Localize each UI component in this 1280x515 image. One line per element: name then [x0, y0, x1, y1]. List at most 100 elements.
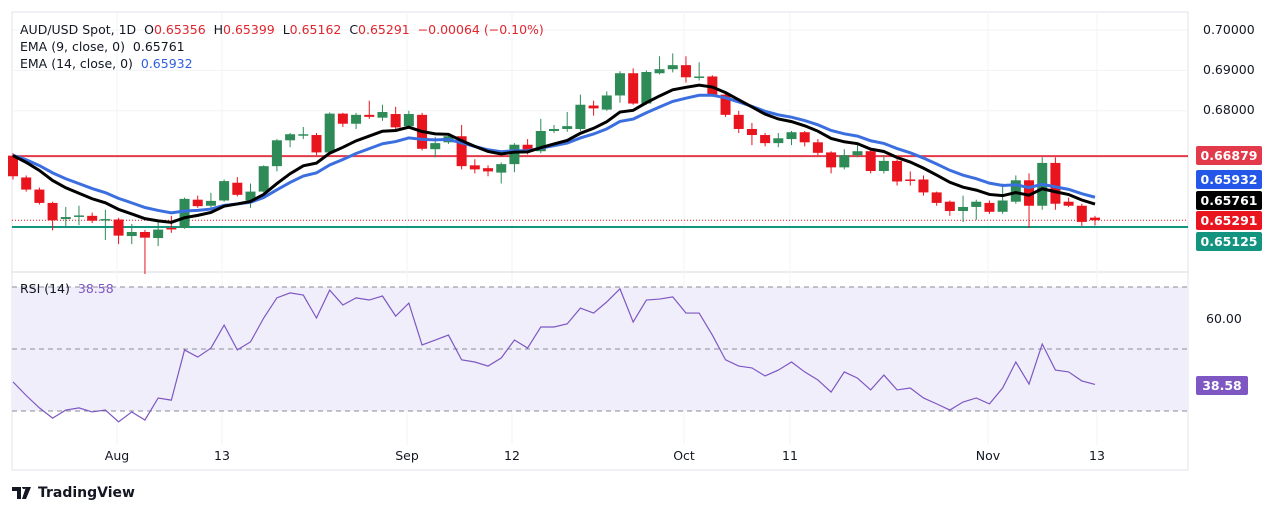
ema9-legend[interactable]: EMA (9, close, 0) 0.65761	[20, 39, 185, 54]
rsi-price-label: 38.58	[1196, 376, 1248, 395]
candle	[562, 112, 573, 132]
candle	[8, 153, 18, 180]
rsi-legend[interactable]: RSI (14) 38.58	[20, 281, 114, 296]
ema9-label: EMA (9, close, 0)	[20, 39, 125, 54]
candle-body	[87, 215, 98, 221]
candle-body	[285, 134, 296, 141]
candle-body	[1063, 201, 1074, 206]
candle-body	[337, 113, 348, 124]
candle	[271, 139, 282, 172]
candle	[812, 139, 823, 156]
y-tick: 0.68000	[1203, 102, 1255, 117]
candle	[337, 112, 348, 127]
high-label: H	[213, 22, 224, 37]
candle-body	[219, 181, 230, 201]
candle-body	[931, 192, 942, 203]
ema14-legend[interactable]: EMA (14, close, 0) 0.65932	[20, 56, 193, 71]
high-value: 0.65399	[223, 22, 275, 37]
candle-body	[839, 155, 850, 168]
candle	[34, 187, 45, 205]
candle	[377, 104, 388, 121]
candle-body	[205, 200, 216, 206]
rsi-line	[12, 287, 1096, 423]
low-value: 0.65162	[289, 22, 342, 37]
candle-body	[1050, 162, 1061, 204]
brand-name: TradingView	[38, 485, 135, 501]
candle	[799, 131, 810, 147]
candle-body	[403, 114, 414, 127]
candle	[1010, 175, 1021, 204]
candle-body	[760, 135, 771, 144]
tradingview-logo[interactable]: TradingView	[12, 485, 135, 501]
candle-body	[562, 126, 573, 129]
candle	[654, 56, 665, 75]
candle-body	[628, 73, 639, 104]
candle	[892, 159, 903, 186]
candle-body	[944, 201, 955, 211]
rsi-label: RSI (14)	[20, 281, 70, 296]
candle-body	[852, 151, 863, 156]
candle	[324, 112, 335, 154]
candle	[601, 91, 612, 111]
candle	[232, 177, 243, 197]
candle	[905, 171, 916, 186]
x-tick: Aug	[104, 448, 130, 463]
candle-body	[997, 200, 1008, 212]
candle	[667, 53, 678, 73]
candle	[575, 94, 586, 131]
candle-body	[60, 217, 71, 220]
candle	[733, 110, 744, 134]
candle	[641, 70, 652, 105]
candle	[628, 68, 639, 105]
candle-body	[958, 206, 969, 211]
candle-body	[456, 136, 467, 167]
candle-body	[8, 155, 18, 177]
candle-body	[377, 112, 388, 118]
candle-body	[588, 105, 599, 109]
candles	[8, 53, 1100, 275]
candle-body	[351, 114, 362, 124]
ema14-price-label: 0.65932	[1196, 170, 1262, 189]
candle	[944, 200, 955, 216]
candle-body	[390, 114, 401, 128]
candle	[773, 133, 784, 148]
candle	[60, 206, 71, 226]
ema14-label: EMA (14, close, 0)	[20, 56, 133, 71]
candle	[311, 133, 322, 156]
x-tick: Oct	[673, 448, 695, 463]
candle-body	[535, 131, 546, 152]
candle-body	[126, 232, 137, 237]
candle	[997, 183, 1008, 214]
open-label: O	[144, 22, 154, 37]
candle	[865, 149, 876, 174]
open-value: 0.65356	[153, 22, 206, 37]
candle-body	[720, 94, 731, 115]
support-price-label: 0.65125	[1196, 232, 1262, 251]
candle	[680, 56, 691, 83]
candle	[878, 155, 889, 174]
ema14-value: 0.65932	[140, 56, 193, 71]
ema9-value: 0.65761	[132, 39, 185, 54]
candle-body	[298, 134, 309, 136]
candle-body	[100, 219, 111, 221]
candle-body	[34, 189, 45, 203]
candle	[588, 100, 599, 116]
close-label: C	[349, 22, 359, 37]
candle	[614, 71, 625, 103]
ema-lines	[12, 83, 1096, 224]
candle-body	[522, 144, 533, 152]
candle-body	[324, 113, 335, 153]
candle-body	[733, 114, 744, 129]
candle-body	[667, 65, 678, 70]
x-tick: Nov	[975, 448, 1001, 463]
candle	[1024, 173, 1035, 228]
candle	[549, 124, 559, 134]
candle-body	[575, 104, 586, 129]
candle	[113, 217, 124, 245]
rsi-value: 38.58	[77, 281, 114, 296]
candle	[958, 195, 969, 222]
candle-body	[245, 191, 256, 201]
candle	[984, 200, 995, 214]
candle-body	[153, 229, 164, 239]
